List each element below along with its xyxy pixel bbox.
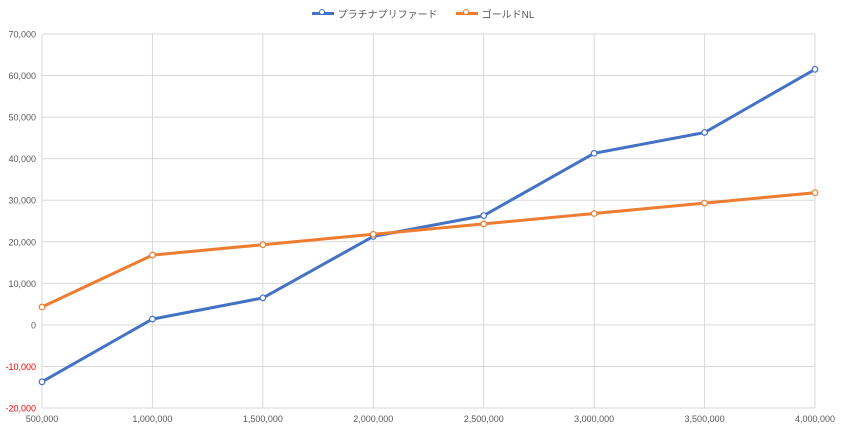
x-tick-label: 1,000,000 [132, 414, 172, 424]
x-tick-label: 1,500,000 [243, 414, 283, 424]
y-tick-label: 10,000 [8, 279, 36, 289]
legend-swatch-series-1 [311, 9, 334, 15]
data-point-series-1 [38, 378, 46, 386]
x-tick-label: 3,500,000 [685, 414, 725, 424]
data-point-series-2 [701, 199, 708, 207]
y-tick-label: 30,000 [8, 196, 36, 206]
y-tick-label: 50,000 [8, 113, 36, 123]
y-tick-label: 0 [31, 320, 36, 330]
x-tick-label: 500,000 [26, 414, 59, 424]
legend-swatch-series-2 [455, 9, 478, 15]
y-tick-label: 70,000 [8, 30, 36, 40]
data-point-series-2 [590, 210, 598, 217]
data-point-series-2 [480, 220, 488, 228]
data-point-series-1 [590, 149, 598, 157]
y-tick-label: 60,000 [8, 71, 36, 81]
data-point-series-1 [480, 212, 488, 219]
chart-legend: プラチナプリファード ゴールドNL [0, 6, 846, 21]
y-tick-label: 40,000 [8, 154, 36, 164]
data-point-series-2 [811, 189, 819, 197]
x-tick-label: 4,000,000 [795, 414, 835, 424]
data-point-series-2 [149, 251, 156, 259]
y-tick-label: 20,000 [8, 237, 36, 247]
legend-label-series-2: ゴールドNL [481, 10, 535, 21]
x-tick-label: 2,000,000 [353, 414, 393, 424]
y-tick-label: -20,000 [5, 404, 36, 414]
data-point-series-2 [369, 230, 377, 238]
series-line-2 [40, 191, 817, 309]
data-point-series-1 [259, 294, 267, 302]
data-point-series-1 [811, 65, 819, 73]
x-tick-label: 2,500,000 [464, 414, 504, 424]
y-tick-label: -10,000 [5, 362, 36, 372]
legend-item-series-2: ゴールドNL [455, 6, 535, 21]
data-point-series-1 [701, 129, 708, 136]
data-point-series-1 [149, 315, 156, 323]
legend-item-series-1: プラチナプリファード [311, 6, 438, 21]
x-tick-label: 3,000,000 [574, 414, 614, 424]
data-point-series-2 [259, 241, 267, 249]
series-line-1 [40, 67, 817, 384]
data-point-series-2 [38, 303, 46, 311]
legend-label-series-1: プラチナプリファード [337, 10, 438, 21]
